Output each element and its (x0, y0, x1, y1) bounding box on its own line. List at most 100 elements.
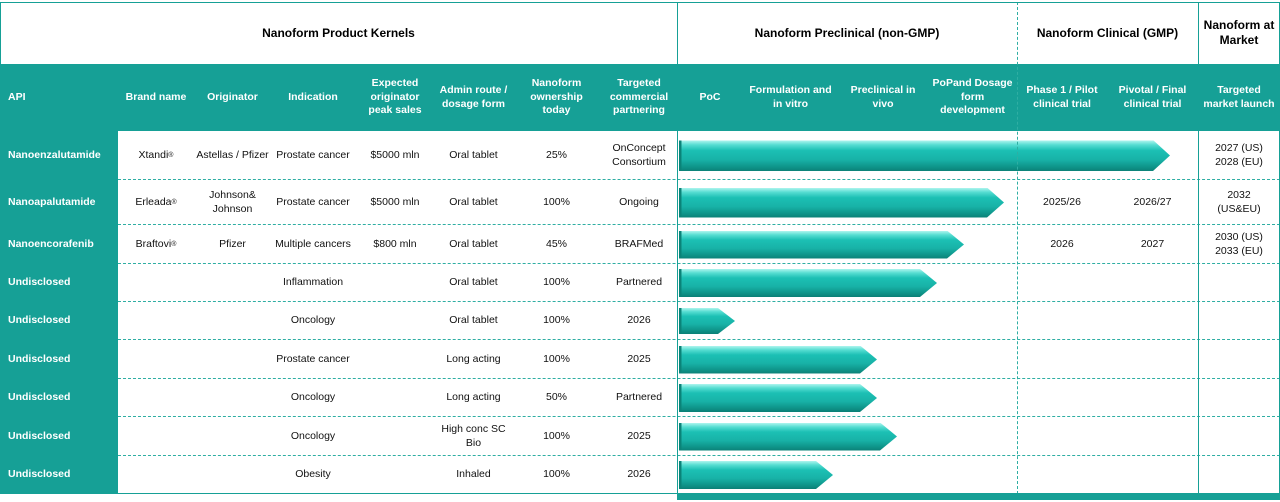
ownership-cell: 100% (543, 352, 570, 365)
admin-route-cell: Inhaled (456, 468, 491, 481)
pipeline-track: 2027 (US) 2028 (EU) (677, 131, 1280, 180)
admin-route-cell: Oral tablet (449, 314, 498, 327)
partnering-cell: 2026 (627, 314, 651, 327)
indication-cell: Prostate cancer (276, 148, 350, 161)
originator-cell (194, 417, 271, 456)
brand-name-cell (118, 456, 194, 494)
indication-cell: Prostate cancer (276, 195, 350, 208)
originator-cell (194, 302, 271, 340)
indication-cell: Prostate cancer (276, 352, 350, 365)
originator-cell: Astellas / Pfizer (196, 148, 269, 161)
ownership-cell: 100% (543, 195, 570, 208)
pivotal-trial-cell (1107, 131, 1198, 180)
pipeline-track: 2026 2027 2030 (US) 2033 (EU) (677, 225, 1280, 264)
divider-kernels-preclinical (677, 2, 678, 494)
row-divider (118, 179, 1280, 180)
partnering-cell: 2025 (627, 429, 651, 442)
indication-cell: Inflammation (282, 276, 344, 289)
partnering-cell: 2026 (627, 468, 651, 481)
pipeline-row: Undisclosed Oncology High conc SC Bio 10… (0, 417, 1280, 456)
column-header-formulation-and-in-vitro: Formulation and in vitro (749, 83, 832, 110)
ownership-cell: 45% (545, 237, 567, 250)
phase1-trial-cell (1017, 340, 1107, 379)
column-header-targeted-market-launch: Targeted market launch (1203, 83, 1275, 110)
column-header-poc: PoC (699, 90, 721, 103)
pivotal-trial-cell (1107, 264, 1198, 302)
section-clinical: Nanoform Clinical (GMP) (1036, 25, 1179, 40)
api-cell: Nanoapalutamide (0, 180, 118, 225)
pipeline-row: Undisclosed Oncology Oral tablet 100% 20… (0, 302, 1280, 340)
market-launch-cell: 2027 (US) 2028 (EU) (1215, 141, 1263, 168)
column-header-band: API Brand name Originator Indication Expecte… (0, 64, 1280, 131)
ownership-cell: 100% (543, 468, 570, 481)
peak-sales-cell (355, 264, 435, 302)
partnering-cell: Ongoing (619, 195, 659, 208)
phase1-trial-cell (1017, 302, 1107, 340)
section-product-kernels: Nanoform Product Kernels (262, 25, 415, 40)
pipeline-arrow (679, 188, 1004, 218)
brand-name-cell: Braftovi ® (135, 237, 177, 250)
partnering-cell: OnConcept Consortium (612, 142, 666, 168)
pipeline-track (677, 340, 1280, 379)
ownership-cell: 100% (543, 429, 570, 442)
admin-route-cell: Oral tablet (449, 276, 498, 289)
row-divider (118, 416, 1280, 417)
market-launch-cell (1198, 340, 1280, 379)
api-cell: Nanoenzalutamide (0, 131, 118, 180)
market-launch-cell (1198, 302, 1280, 340)
row-divider (118, 455, 1280, 456)
column-header-brand-name: Brand name (125, 90, 187, 103)
column-header-phase-1-pilot-clinical-trial: Phase 1 / Pilot clinical trial (1026, 83, 1098, 110)
indication-cell: Oncology (290, 391, 336, 404)
pipeline-arrow (679, 269, 937, 297)
partnering-cell: Partnered (615, 391, 663, 404)
brand-name-cell (118, 264, 194, 302)
peak-sales-cell (355, 417, 435, 456)
divider-preclinical-clinical (1017, 2, 1018, 494)
pipeline-track (677, 302, 1280, 340)
row-divider (118, 263, 1280, 264)
api-cell: Nanoencorafenib (0, 225, 118, 264)
pivotal-trial-cell: 2027 (1140, 237, 1165, 250)
brand-name-cell: Erleada ® (135, 195, 177, 208)
column-header-preclinical-in-vivo: Preclinical in vivo (850, 83, 916, 110)
pipeline-row: Undisclosed Oncology Long acting 50% Par… (0, 379, 1280, 417)
admin-route-cell: Long acting (446, 352, 501, 365)
row-divider (118, 378, 1280, 379)
originator-cell (194, 340, 271, 379)
pivotal-trial-cell (1107, 302, 1198, 340)
api-cell: Undisclosed (0, 264, 118, 302)
pipeline-row: Undisclosed Inflammation Oral tablet 100… (0, 264, 1280, 302)
indication-cell: Oncology (290, 314, 336, 327)
partnering-cell: Partnered (615, 276, 663, 289)
gantt-bottom-bar (677, 494, 1280, 500)
peak-sales-cell (355, 302, 435, 340)
originator-cell: Pfizer (219, 237, 246, 250)
peak-sales-cell (355, 379, 435, 417)
divider-clinical-market (1198, 2, 1199, 494)
row-divider (118, 301, 1280, 302)
column-header-nanoform-ownership-today: Nanoform ownership today (530, 77, 583, 117)
column-header-targeted-commercial-partnering: Targeted commercial partnering (609, 77, 669, 117)
phase1-trial-cell (1017, 264, 1107, 302)
section-preclinical: Nanoform Preclinical (non-GMP) (754, 25, 940, 40)
pipeline-row: Undisclosed Prostate cancer Long acting … (0, 340, 1280, 379)
originator-cell: Johnson& Johnson (209, 189, 256, 215)
pivotal-trial-cell (1107, 417, 1198, 456)
api-cell: Undisclosed (0, 417, 118, 456)
pipeline-arrow (679, 231, 964, 259)
market-launch-cell (1198, 417, 1280, 456)
market-launch-cell: 2030 (US) 2033 (EU) (1215, 230, 1263, 257)
pipeline-row: Nanoenzalutamide Xtandi ® Astellas / Pfiz… (0, 131, 1280, 180)
partnering-cell: BRAFMed (614, 237, 664, 250)
originator-cell (194, 379, 271, 417)
pipeline-track (677, 417, 1280, 456)
column-header-admin-route-dosage-form: Admin route / dosage form (439, 83, 508, 110)
market-launch-cell: 2032 (US&EU) (1217, 188, 1261, 215)
admin-route-cell: High conc SC Bio (441, 423, 506, 449)
api-cell: Undisclosed (0, 456, 118, 494)
api-cell: Undisclosed (0, 379, 118, 417)
pipeline-arrow (679, 346, 877, 374)
admin-route-cell: Oral tablet (449, 195, 498, 208)
api-cell: Undisclosed (0, 340, 118, 379)
